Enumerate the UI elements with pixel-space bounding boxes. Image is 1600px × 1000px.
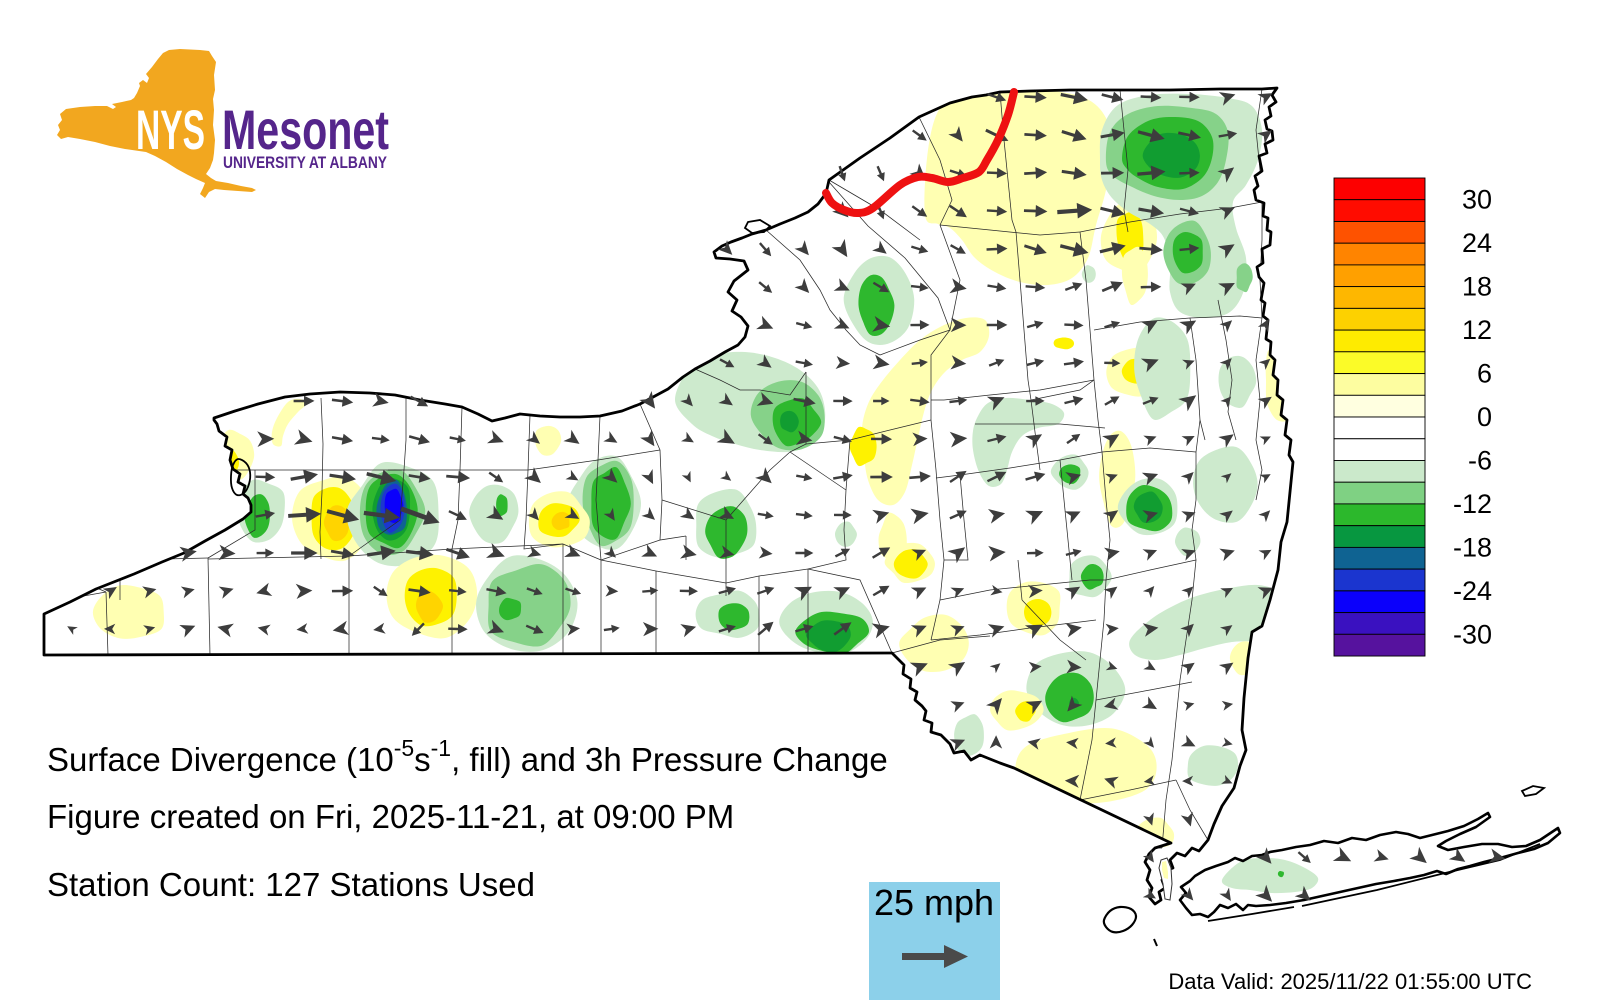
svg-text:25 mph: 25 mph [874,882,994,923]
svg-text:Figure created on Fri, 2025-11: Figure created on Fri, 2025-11-21, at 09… [47,798,734,835]
svg-text:6: 6 [1477,359,1492,389]
svg-text:-6: -6 [1468,446,1492,476]
svg-text:-18: -18 [1453,532,1492,562]
svg-text:Surface Divergence (10-5s-1, f: Surface Divergence (10-5s-1, fill) and 3… [47,735,888,778]
svg-text:Station Count: 127 Stations Us: Station Count: 127 Stations Used [47,866,535,903]
svg-text:Data Valid: 2025/11/22 01:55:0: Data Valid: 2025/11/22 01:55:00 UTC [1168,969,1532,994]
svg-text:UNIVERSITY AT ALBANY: UNIVERSITY AT ALBANY [223,153,388,172]
svg-text:18: 18 [1462,272,1492,302]
svg-text:NYS: NYS [136,98,205,161]
svg-text:30: 30 [1462,185,1492,215]
svg-text:-30: -30 [1453,619,1492,649]
svg-text:-12: -12 [1453,489,1492,519]
svg-text:0: 0 [1477,402,1492,432]
svg-text:-24: -24 [1453,576,1492,606]
svg-text:Mesonet: Mesonet [222,98,389,161]
svg-text:24: 24 [1462,228,1492,258]
svg-text:12: 12 [1462,315,1492,345]
